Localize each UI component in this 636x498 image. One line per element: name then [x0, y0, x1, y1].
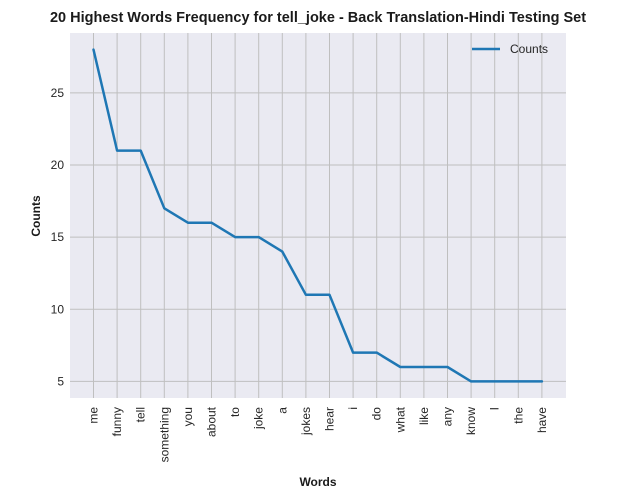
x-tick-label: do	[370, 407, 384, 421]
chart-title: 20 Highest Words Frequency for tell_joke…	[50, 10, 586, 26]
x-tick-label: have	[535, 407, 549, 433]
x-tick-label: any	[441, 407, 455, 426]
x-tick-label: you	[181, 407, 195, 426]
x-axis-label: Words	[299, 475, 336, 489]
x-tick-label: tell	[134, 407, 148, 422]
x-tick-label: joke	[252, 407, 266, 430]
y-tick-label: 25	[51, 86, 65, 100]
x-tick-label: i	[346, 407, 360, 410]
x-axis-ticks: me funny tell something you about to joke a jokes…	[87, 406, 549, 462]
x-tick-label: the	[511, 407, 525, 424]
legend: Counts	[472, 42, 548, 56]
x-tick-label: funny	[110, 407, 124, 436]
y-tick-label: 20	[51, 158, 65, 172]
y-axis-label: Counts	[29, 195, 43, 237]
plot-area	[70, 33, 566, 398]
y-tick-label: 10	[51, 302, 65, 316]
x-tick-label: about	[205, 406, 219, 437]
x-tick-label: to	[228, 407, 242, 417]
x-tick-label: what	[393, 406, 407, 433]
y-tick-label: 5	[57, 374, 64, 388]
x-tick-label: I	[488, 407, 502, 410]
x-tick-label: something	[157, 407, 171, 462]
x-tick-label: like	[417, 407, 431, 425]
series-layer	[92, 48, 544, 383]
y-axis-ticks: 5 10 15 20 25	[51, 86, 65, 389]
x-tick-label: a	[275, 407, 289, 414]
y-tick-label: 15	[51, 230, 65, 244]
x-tick-label: me	[87, 407, 101, 424]
x-tick-label: hear	[323, 407, 337, 431]
series-line-counts	[92, 48, 544, 383]
legend-label: Counts	[510, 42, 548, 56]
grid-lines	[70, 33, 566, 398]
x-tick-label: jokes	[299, 407, 313, 436]
x-tick-label: know	[464, 407, 478, 435]
